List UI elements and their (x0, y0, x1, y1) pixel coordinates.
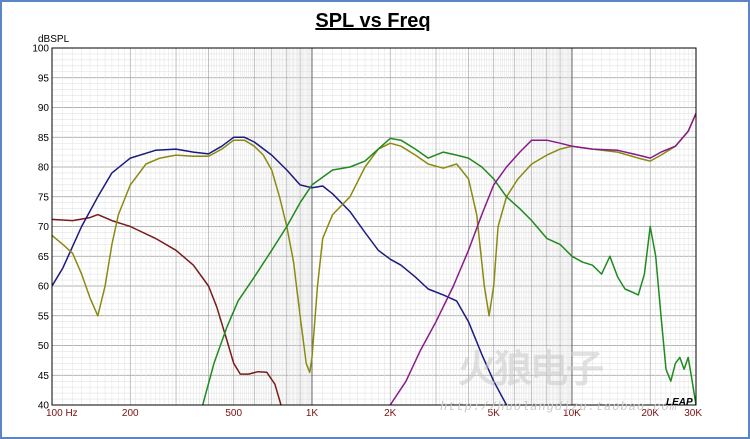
series-group (52, 113, 696, 405)
leap-logo: LEAP (666, 397, 693, 408)
y-tick-label: 95 (38, 73, 50, 84)
x-tick-label: 5K (488, 408, 501, 419)
y-tick-label: 80 (38, 163, 50, 174)
y-tick-label: 70 (38, 222, 50, 233)
y-tick-label: 50 (38, 341, 50, 352)
chart-title: SPL vs Freq (315, 10, 431, 32)
y-tick-label: 65 (38, 252, 50, 263)
x-tick-label: 100 Hz (46, 408, 78, 419)
x-tick-label: 500 (225, 408, 242, 419)
series-line-1 (52, 213, 282, 405)
y-tick-label: 100 (32, 44, 49, 55)
y-axis-label: dBSPL (38, 34, 70, 45)
y-tick-label: 90 (38, 103, 50, 114)
x-tick-label: 10K (563, 408, 581, 419)
x-tick-label: 200 (122, 408, 139, 419)
x-ticks: 100 Hz 200 500 1K 2K 5K 10K 20K 30K (46, 408, 702, 419)
y-tick-label: 60 (38, 282, 50, 293)
y-tick-label: 55 (38, 311, 50, 322)
y-tick-label: 40 (38, 401, 50, 412)
plot-border (51, 47, 697, 406)
x-tick-label: 20K (641, 408, 659, 419)
y-ticks: 100 95 90 85 80 75 70 65 60 55 50 45 40 (32, 44, 49, 412)
y-tick-label: 45 (38, 371, 50, 382)
x-tick-label: 2K (384, 408, 397, 419)
y-tick-label: 75 (38, 192, 50, 203)
watermark-brand: 火狼电子 (458, 349, 604, 391)
series-line-5 (389, 113, 696, 405)
watermark-url: http://huolangdizu.taobao.com (440, 400, 678, 414)
series-line-2 (52, 136, 508, 405)
x-tick-label: 30K (684, 408, 702, 419)
series-line-3 (52, 113, 696, 374)
x-tick-label: 1K (306, 408, 319, 419)
y-tick-label: 85 (38, 133, 50, 144)
series-line-4 (201, 137, 696, 405)
